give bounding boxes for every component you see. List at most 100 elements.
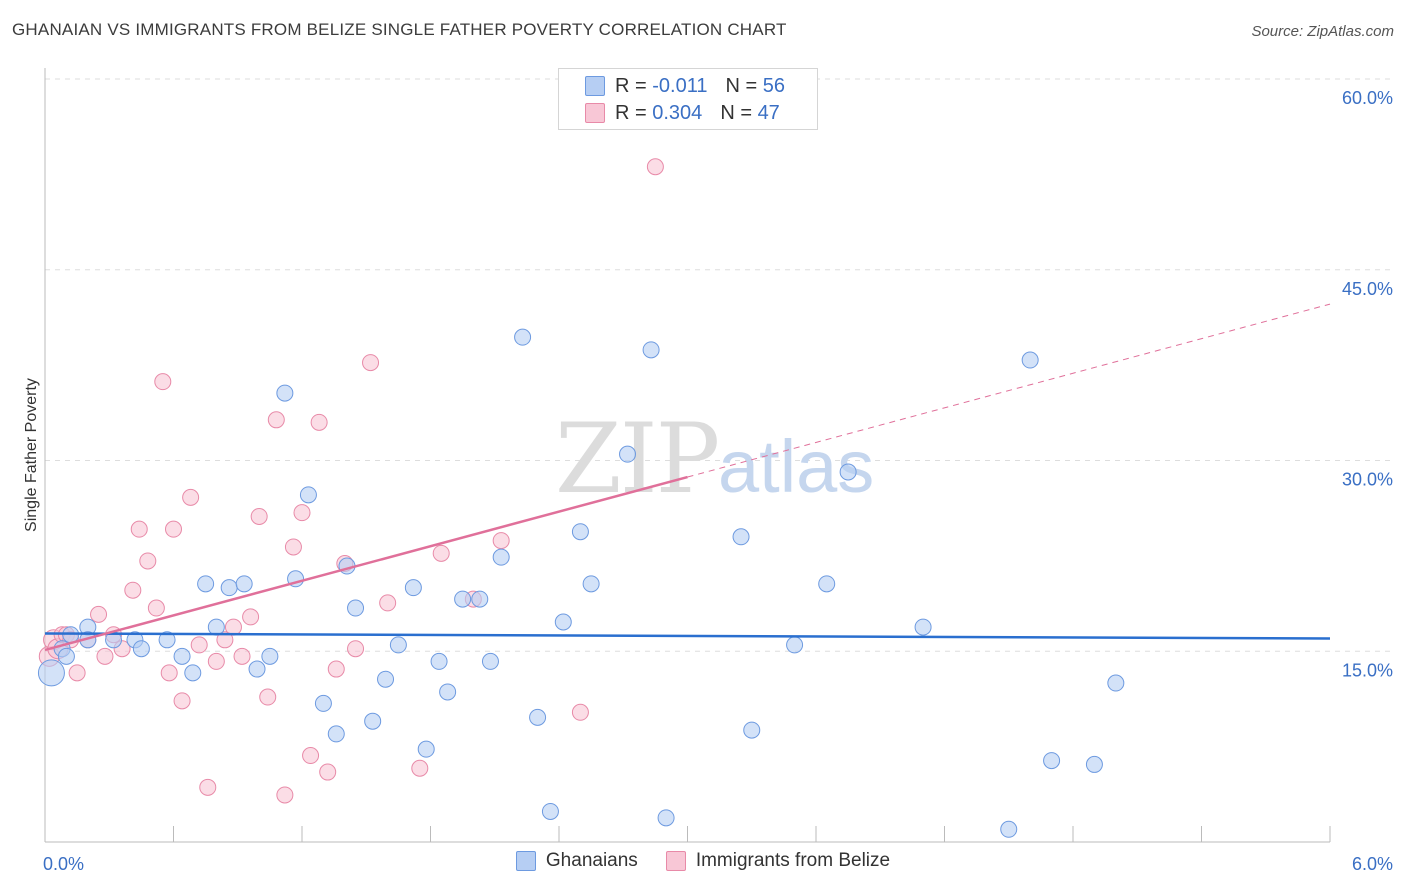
ghanaians-swatch — [585, 76, 605, 96]
ghanaian-point — [248, 660, 266, 678]
ghanaian-point — [417, 740, 435, 758]
belize-point — [165, 520, 182, 538]
ghanaian-point — [642, 341, 660, 359]
ghanaians-swatch — [515, 851, 536, 871]
ghanaian-point — [57, 647, 75, 665]
belize-point — [124, 581, 142, 599]
belize-swatch — [585, 103, 605, 123]
ghanaian-point — [184, 664, 202, 682]
ghanaian-point — [914, 618, 932, 636]
belize-point — [96, 647, 114, 665]
belize-point — [259, 688, 277, 706]
ghanaian-point — [439, 683, 457, 701]
belize-point — [492, 532, 510, 550]
ghanaian-point — [37, 659, 65, 687]
ghanaian-point — [299, 486, 317, 504]
belize-point — [284, 538, 302, 556]
x-tick-label: 6.0% — [1352, 854, 1393, 874]
belize-point — [571, 703, 589, 721]
ghanaian-point — [529, 708, 547, 726]
ghanaian-point — [197, 575, 215, 593]
ghanaian-point — [541, 802, 559, 820]
ghanaian-point — [786, 636, 804, 654]
n-value: 47 — [757, 101, 780, 124]
ghanaian-point — [514, 328, 532, 346]
r-value: -0.011 — [652, 74, 708, 97]
ghanaian-point — [732, 528, 750, 546]
ghanaians-trendline — [44, 632, 1331, 640]
belize-point — [327, 660, 345, 678]
legend-label: Ghanaians — [545, 850, 638, 871]
belize-point — [293, 504, 311, 522]
x-tick-label: 0.0% — [43, 854, 84, 874]
belize-point — [310, 413, 328, 431]
ghanaian-point — [132, 640, 150, 658]
belize-point — [432, 544, 450, 562]
ghanaian-point — [404, 579, 422, 597]
ghanaian-point — [743, 721, 761, 739]
ghanaian-point — [481, 652, 499, 670]
y-tick-label: 30.0% — [1342, 470, 1393, 490]
ghanaian-point — [207, 618, 225, 636]
belize-point — [267, 411, 285, 429]
belize-point — [199, 778, 217, 796]
ghanaian-point — [471, 590, 489, 608]
r-label: R = — [615, 74, 647, 97]
belize-point — [160, 664, 178, 682]
y-tick-label: 15.0% — [1342, 660, 1393, 680]
ghanaian-point — [430, 652, 448, 670]
grid-lines — [45, 78, 1392, 652]
ghanaian-point — [492, 548, 510, 566]
ghanaian-point — [1043, 752, 1061, 770]
belize-point — [379, 594, 397, 612]
belize-point — [147, 599, 165, 617]
belize-point — [242, 608, 260, 626]
r-label: R = — [615, 101, 647, 124]
ghanaian-point — [173, 647, 191, 665]
n-value: 56 — [762, 74, 785, 97]
belize-point — [233, 647, 251, 665]
ghanaian-point — [554, 613, 572, 631]
belize-point — [302, 747, 320, 765]
ghanaian-point — [839, 463, 857, 481]
ghanaian-point — [619, 445, 637, 463]
legend-item-ghanaians: Ghanaians — [515, 850, 638, 872]
series-legend: Ghanaians Immigrants from Belize — [0, 850, 1406, 872]
belize-point — [130, 520, 148, 538]
ghanaian-point — [347, 599, 365, 617]
ghanaian-point — [1021, 351, 1039, 369]
ghanaian-point — [1000, 820, 1018, 838]
chart-source: Source: ZipAtlas.com — [1251, 23, 1394, 40]
belize-point — [173, 692, 191, 710]
ghanaian-point — [454, 590, 472, 608]
belize-swatch — [665, 851, 686, 871]
belize-point — [139, 552, 157, 570]
ghanaian-point — [818, 575, 836, 593]
y-tick-label: 45.0% — [1342, 279, 1393, 299]
ghanaian-point — [1107, 674, 1125, 692]
belize-point — [319, 763, 337, 781]
belize-point — [224, 618, 242, 636]
belize-point — [276, 786, 294, 804]
legend-item-belize: Immigrants from Belize — [665, 850, 890, 872]
y-tick-label: 60.0% — [1342, 88, 1393, 108]
ghanaian-point — [364, 712, 382, 730]
belize-point — [411, 759, 429, 777]
belize-point — [154, 373, 172, 391]
belize-trendline — [44, 475, 688, 652]
ghanaian-point — [235, 575, 253, 593]
ghanaian-point — [389, 636, 407, 654]
chart-title: GHANAIAN VS IMMIGRANTS FROM BELIZE SINGL… — [12, 20, 787, 39]
watermark-zip: ZIP — [555, 403, 718, 515]
belize-point — [207, 652, 225, 670]
ghanaian-point — [571, 523, 589, 541]
belize-point — [347, 640, 365, 658]
ghanaian-point — [657, 809, 675, 827]
belize-trendline-extension — [687, 303, 1331, 478]
ghanaian-points — [37, 328, 1125, 838]
belize-point — [190, 636, 208, 654]
n-label: N = — [725, 74, 758, 97]
belize-point — [216, 631, 234, 649]
belize-point — [250, 507, 268, 525]
